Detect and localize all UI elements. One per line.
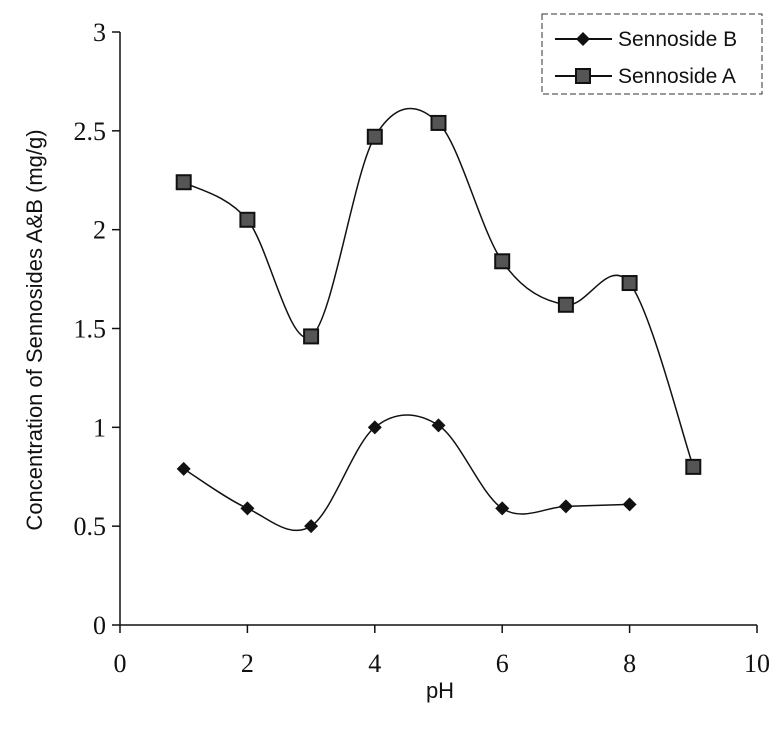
data-point-sennoside-b [495,501,510,516]
data-point-sennoside-b [431,418,446,433]
data-point-sennoside-a [557,296,574,313]
data-point-sennoside-a [366,128,383,145]
x-tick-label: 10 [744,649,770,678]
y-tick-label: 1 [93,413,106,442]
x-tick-label: 4 [368,649,381,678]
x-axis-title: pH [426,678,454,703]
data-point-sennoside-b [367,420,382,435]
data-point-sennoside-a [303,328,320,345]
data-point-sennoside-a [430,114,447,131]
legend: Sennoside B Sennoside A [541,13,763,95]
data-point-sennoside-b [176,461,191,476]
data-point-sennoside-a [239,211,256,228]
data-point-sennoside-a [175,174,192,191]
data-point-sennoside-b [304,519,319,534]
ticks: 0 2 4 6 8 10 0 0.5 1 1.5 2 2.5 3 [74,18,771,678]
y-tick-label: 0.5 [74,512,107,541]
x-tick-label: 0 [114,649,127,678]
x-tick-label: 2 [241,649,254,678]
data-point-sennoside-a [494,253,511,270]
data-point-sennoside-b [558,499,573,514]
series-line-sennoside-a [183,107,695,468]
series-layer [175,107,702,534]
data-point-sennoside-a [685,458,702,475]
legend-label-sennoside-b: Sennoside B [618,28,737,51]
y-axis-title: Concentration of Sennosides A&B (mg/g) [22,129,47,530]
legend-marker-sennoside-b [576,32,590,46]
y-tick-label: 0 [93,611,106,640]
data-point-sennoside-b [240,501,255,516]
data-point-sennoside-a [621,275,638,292]
x-tick-label: 8 [623,649,636,678]
legend-label-sennoside-a: Sennoside A [618,65,736,88]
series-line-sennoside-b [183,414,630,532]
y-tick-label: 1.5 [74,315,107,344]
legend-marker-sennoside-a [575,68,591,84]
y-tick-label: 2.5 [74,117,107,146]
x-tick-label: 6 [496,649,509,678]
y-tick-label: 3 [93,18,106,47]
data-point-sennoside-b [622,497,637,512]
y-tick-label: 2 [93,216,106,245]
